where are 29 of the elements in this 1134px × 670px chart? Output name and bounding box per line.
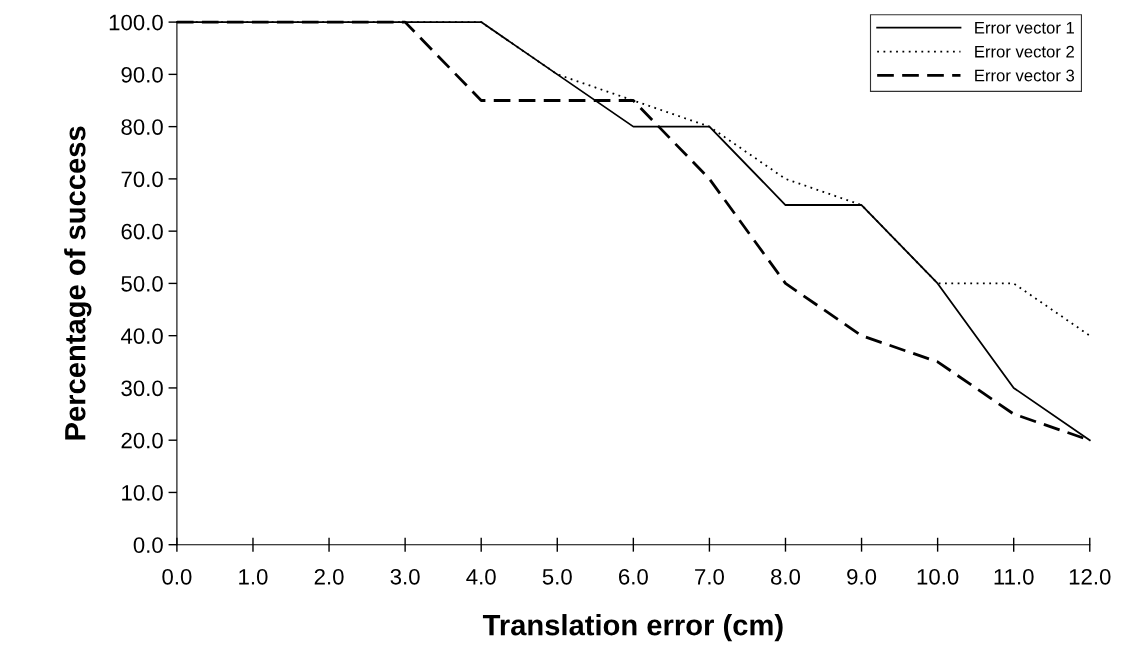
x-tick-label: 8.0 <box>771 568 801 585</box>
y-tick-label: 0.0 <box>133 537 163 553</box>
y-tick-label: 80.0 <box>121 119 163 135</box>
y-tick-label: 10.0 <box>122 484 163 501</box>
x-tick-label: 1.0 <box>239 568 268 585</box>
y-tick-label: 40.0 <box>120 328 163 344</box>
legend-label: Error vector 1 <box>975 22 1074 34</box>
y-tick-label: 100.0 <box>109 14 163 31</box>
x-tick-label: 9.0 <box>847 568 877 585</box>
x-tick-label: 7.0 <box>695 568 724 585</box>
y-tick-label: 20.0 <box>121 432 163 449</box>
x-tick-label: 2.0 <box>314 568 344 585</box>
x-tick-label: 10.0 <box>917 568 959 585</box>
x-tick-label: 12.0 <box>1069 568 1111 585</box>
legend-label: Error vector 2 <box>975 45 1074 58</box>
y-tick-label: 90.0 <box>121 66 163 83</box>
y-tick-label: 60.0 <box>121 223 163 240</box>
y-tick-label: 50.0 <box>121 275 163 292</box>
y-tick-label: 30.0 <box>121 380 163 397</box>
x-tick-label: 11.0 <box>994 568 1034 585</box>
x-tick-label: 4.0 <box>466 568 496 585</box>
x-tick-label: 5.0 <box>542 568 572 585</box>
y-axis-title: Percentage of success <box>64 126 92 440</box>
legend-label: Error vector 3 <box>975 69 1075 82</box>
x-tick-label: 6.0 <box>619 568 648 585</box>
y-tick-label: 70.0 <box>121 171 163 188</box>
x-tick-label: 3.0 <box>390 568 420 585</box>
x-axis-title: Translation error (cm) <box>482 614 783 642</box>
x-tick-label: 0.0 <box>162 568 192 585</box>
